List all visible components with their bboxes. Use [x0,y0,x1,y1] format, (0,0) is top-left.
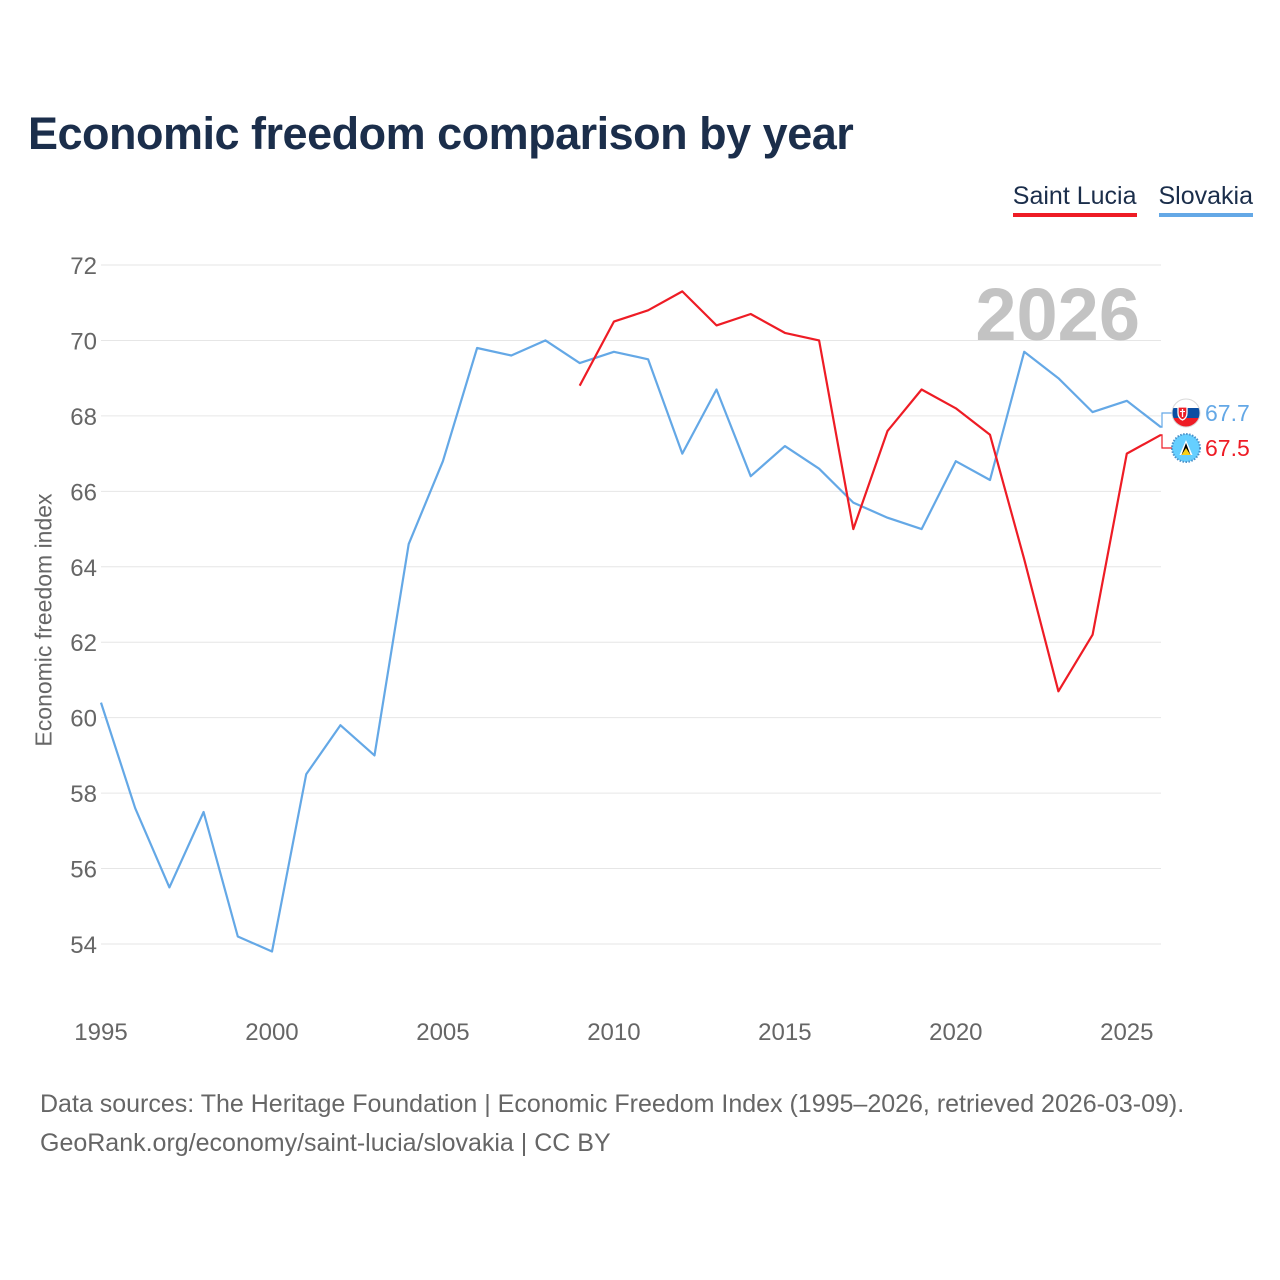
x-tick-label: 2015 [758,1019,811,1046]
series-line-saint-lucia[interactable] [578,290,1162,693]
y-tick-label: 72 [70,253,97,280]
y-tick-label: 62 [70,630,97,657]
legend: Saint Lucia Slovakia [1012,182,1253,217]
legend-item-slovakia[interactable]: Slovakia [1158,182,1253,217]
end-connector-slovakia [1161,412,1172,428]
data-sources: Data sources: The Heritage Foundation | … [40,1085,1184,1163]
x-tick-label: 2010 [587,1019,640,1046]
grid-lines [101,264,1161,945]
sources-line-1: Data sources: The Heritage Foundation | … [40,1090,1185,1118]
y-tick-label: 70 [70,328,97,355]
end-label-saint-lucia: 67.5 [1205,435,1250,461]
y-tick-label: 58 [70,781,97,808]
x-tick-label: 2025 [1100,1019,1153,1046]
slovakia-flag-icon [1171,398,1201,428]
series-lines [99,290,1162,953]
x-tick-label: 2000 [245,1019,298,1046]
y-tick-label: 66 [70,479,97,506]
y-tick-label: 60 [70,706,97,733]
y-tick-label: 68 [70,404,97,431]
end-label-slovakia: 67.7 [1205,400,1250,426]
y-tick-label: 54 [70,932,97,959]
sources-line-2[interactable]: GeoRank.org/economy/saint-lucia/slovakia… [40,1129,611,1157]
series-line-slovakia[interactable] [99,339,1162,953]
year-watermark: 2026 [975,273,1140,356]
x-tick-label: 2005 [416,1019,469,1046]
end-connector-saint-lucia [1161,434,1172,449]
x-tick-label: 1995 [74,1019,127,1046]
y-tick-label: 56 [70,857,97,884]
y-tick-label: 64 [70,555,97,582]
x-axis-ticks: 1995 2000 2005 2010 2015 2020 2025 [74,1019,1153,1046]
legend-item-saint-lucia[interactable]: Saint Lucia [1012,182,1137,217]
y-axis-ticks: 54 56 58 60 62 64 66 68 70 72 [70,253,97,959]
end-labels: 67.7 67.5 [1161,398,1250,463]
chart-title: Economic freedom comparison by year [28,108,854,159]
saint-lucia-flag-icon [1171,433,1201,463]
x-tick-label: 2020 [929,1019,982,1046]
